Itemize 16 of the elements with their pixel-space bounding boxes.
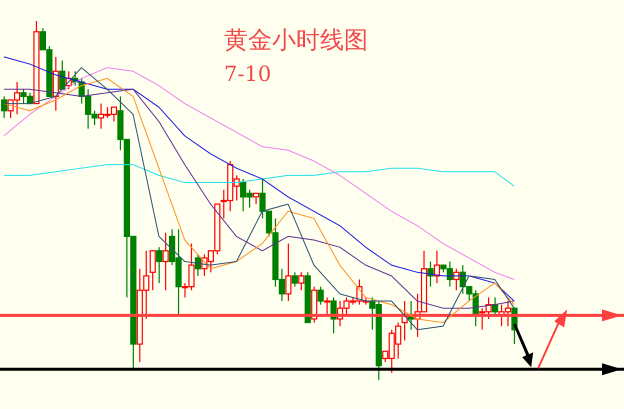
candlestick (434, 250, 440, 284)
candlestick (59, 60, 66, 90)
candlestick (156, 246, 162, 284)
candlestick (492, 296, 498, 316)
chart-title: 黄金小时线图 (224, 25, 368, 56)
text: 7-10 (224, 62, 272, 86)
candlestick (150, 250, 156, 291)
candlestick (162, 232, 169, 291)
candlestick (285, 242, 292, 302)
candlestick (1, 96, 8, 119)
candlestick (318, 286, 324, 306)
candlestick (324, 296, 330, 316)
candlestick (298, 272, 304, 291)
candlestick (292, 272, 298, 288)
candlestick (252, 192, 260, 205)
candlestick (453, 268, 460, 291)
